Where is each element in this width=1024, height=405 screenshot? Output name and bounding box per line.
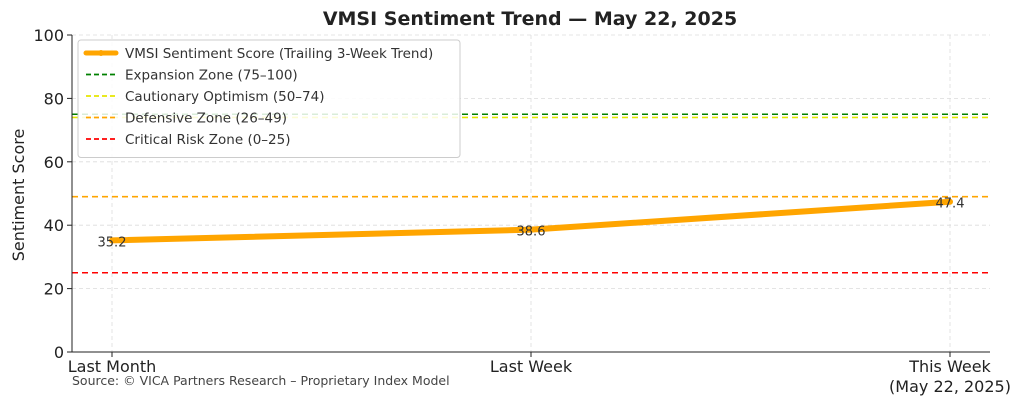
data-label: 38.6 [517, 225, 546, 240]
y-tick-label: 0 [54, 343, 64, 362]
legend-label: Expansion Zone (75–100) [125, 68, 298, 84]
data-point [947, 199, 953, 205]
source-note: Source: © VICA Partners Research – Propr… [72, 373, 450, 388]
x-tick-label: (May 22, 2025) [889, 377, 1011, 396]
legend-label: Cautionary Optimism (50–74) [125, 89, 324, 105]
legend-label: Critical Risk Zone (0–25) [125, 132, 291, 148]
chart-title: VMSI Sentiment Trend — May 22, 2025 [323, 8, 737, 30]
y-ticks: 0 20 40 60 80 100 [33, 26, 72, 362]
series-layer: 35.2 38.6 47.4 [98, 197, 965, 251]
y-tick-label: 80 [44, 89, 64, 108]
data-label: 47.4 [936, 197, 965, 212]
legend-label: Defensive Zone (26–49) [125, 111, 287, 127]
x-tick-label: This Week [908, 357, 991, 376]
y-tick-label: 20 [44, 280, 64, 299]
y-tick-label: 60 [44, 153, 64, 172]
x-tick-label: Last Month [68, 357, 157, 376]
y-tick-label: 100 [33, 26, 64, 45]
legend-box [77, 39, 461, 158]
y-axis-label: Sentiment Score [9, 129, 28, 262]
y-tick-label: 40 [44, 216, 64, 235]
legend: VMSI Sentiment Score (Trailing 3-Week Tr… [77, 39, 461, 158]
legend-label: VMSI Sentiment Score (Trailing 3-Week Tr… [125, 46, 433, 62]
data-point [109, 237, 115, 243]
legend-marker [98, 50, 104, 56]
x-tick-label: Last Week [490, 357, 573, 376]
x-ticks: Last Month Last Week This Week(May 22, 202… [68, 352, 1011, 396]
data-label: 35.2 [98, 235, 127, 250]
data-point [528, 227, 534, 233]
